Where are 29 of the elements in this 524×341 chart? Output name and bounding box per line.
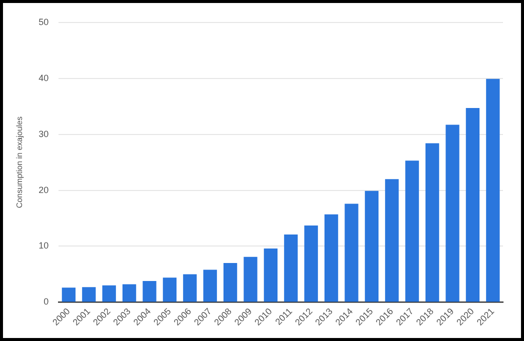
bar <box>122 284 136 302</box>
bar <box>405 160 419 302</box>
bar <box>385 179 399 302</box>
bar <box>284 234 298 302</box>
bar <box>264 248 278 302</box>
bar <box>486 78 500 302</box>
bar <box>446 124 460 302</box>
y-tick-label: 20 <box>38 184 49 195</box>
y-tick-label: 40 <box>38 72 49 83</box>
y-tick-label: 30 <box>38 128 49 139</box>
bar <box>183 274 197 302</box>
bar <box>162 278 177 302</box>
y-axis-title: Consumption in exajoules <box>15 116 24 208</box>
bar <box>223 263 238 302</box>
bar <box>466 108 480 302</box>
bar <box>203 270 217 302</box>
bar <box>244 256 258 302</box>
bar <box>142 280 156 302</box>
bar <box>324 214 338 302</box>
bar <box>364 190 379 302</box>
bar <box>62 288 76 302</box>
bar <box>102 285 116 302</box>
y-tick-label: 50 <box>38 16 49 27</box>
bar <box>304 226 318 302</box>
bar <box>344 204 358 302</box>
y-tick-label: 10 <box>38 240 49 251</box>
bar <box>82 287 96 302</box>
bar <box>425 143 440 302</box>
y-tick-label: 0 <box>44 296 49 307</box>
